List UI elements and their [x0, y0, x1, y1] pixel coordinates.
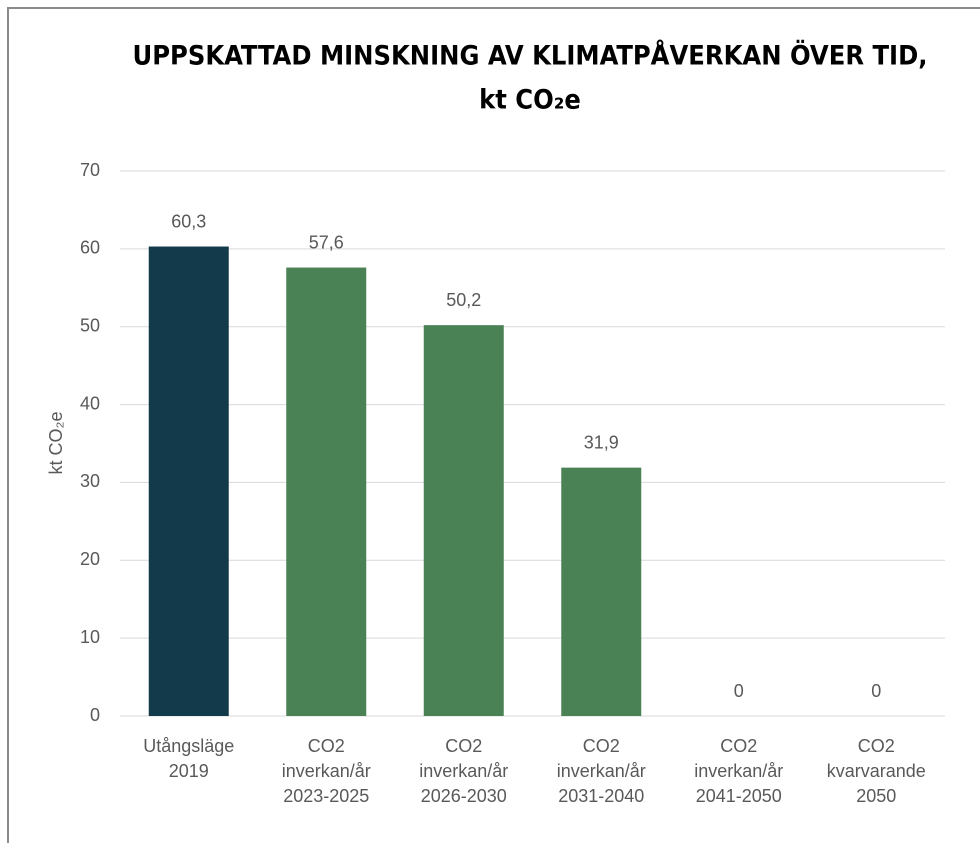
x-tick-label: inverkan/år: [282, 761, 371, 781]
y-tick-label: 30: [80, 471, 100, 491]
chart-title: kt CO₂e: [479, 85, 581, 116]
y-tick-label: 10: [80, 627, 100, 647]
x-tick-label: kvarvarande: [827, 761, 926, 781]
x-tick-label: CO2: [583, 736, 620, 756]
data-label: 0: [734, 681, 744, 701]
data-label: 57,6: [309, 232, 344, 252]
bar: [286, 267, 367, 716]
x-tick-label: 2026-2030: [421, 786, 507, 806]
y-tick-label: 50: [80, 315, 100, 335]
y-tick-label: 70: [80, 160, 100, 180]
x-tick-label: 2041-2050: [696, 786, 782, 806]
x-tick-label: 2023-2025: [283, 786, 369, 806]
bar: [423, 325, 504, 716]
data-label: 60,3: [171, 211, 206, 231]
y-tick-label: 40: [80, 393, 100, 413]
x-tick-label: Utångsläge: [143, 736, 234, 756]
bar: [148, 246, 229, 716]
y-tick-label: 60: [80, 238, 100, 258]
x-tick-label: CO2: [858, 736, 895, 756]
x-tick-label: inverkan/år: [557, 761, 646, 781]
data-label: 31,9: [584, 432, 619, 452]
x-tick-label: CO2: [308, 736, 345, 756]
data-label: 0: [871, 681, 881, 701]
frame: [7, 7, 980, 843]
x-tick-label: CO2: [445, 736, 482, 756]
x-tick-label: CO2: [720, 736, 757, 756]
y-tick-label: 20: [80, 549, 100, 569]
bar: [561, 467, 642, 716]
chart-title: UPPSKATTAD MINSKNING AV KLIMATPÅVERKAN Ö…: [133, 39, 928, 72]
x-tick-label: 2019: [169, 761, 209, 781]
x-tick-label: inverkan/år: [419, 761, 508, 781]
data-label: 50,2: [446, 290, 481, 310]
x-tick-label: inverkan/år: [694, 761, 783, 781]
y-axis-label: kt CO₂e: [46, 412, 66, 475]
y-tick-label: 0: [90, 705, 100, 725]
x-tick-label: 2031-2040: [558, 786, 644, 806]
x-tick-label: 2050: [856, 786, 896, 806]
